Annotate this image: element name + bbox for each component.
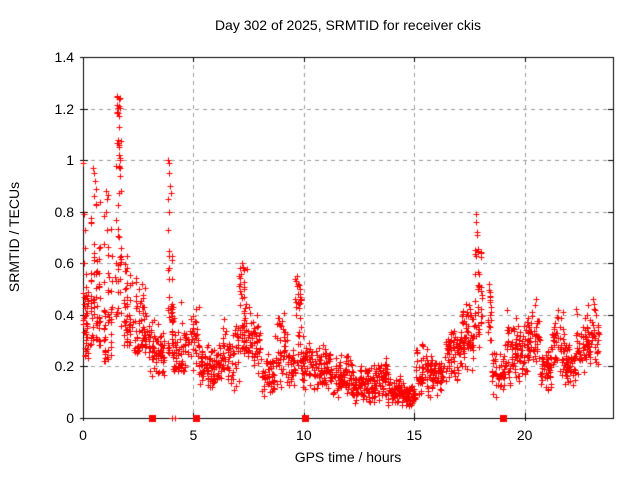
chart-title: Day 302 of 2025, SRMTID for receiver cki… bbox=[214, 17, 482, 33]
y-tick-label: 0 bbox=[66, 410, 74, 426]
y-tick-label: 1.4 bbox=[54, 49, 74, 65]
y-axis-label: SRMTID / TECUs bbox=[6, 181, 22, 293]
y-tick-label: 1 bbox=[66, 152, 74, 169]
y-tick-label: 0.2 bbox=[54, 358, 74, 375]
y-tick-label: 0.6 bbox=[54, 255, 74, 272]
x-tick-label: 0 bbox=[79, 427, 87, 443]
x-tick-label: 20 bbox=[516, 427, 533, 443]
x-axis-label: GPS time / hours bbox=[294, 449, 402, 465]
x-tick-label: 5 bbox=[189, 427, 198, 443]
x-tick-label: 15 bbox=[406, 427, 423, 443]
x-tick-label: 10 bbox=[296, 427, 312, 443]
y-tick-label: 1.2 bbox=[54, 100, 74, 117]
y-tick-label: 0.4 bbox=[54, 306, 74, 323]
y-tick-label: 0.8 bbox=[54, 203, 74, 220]
